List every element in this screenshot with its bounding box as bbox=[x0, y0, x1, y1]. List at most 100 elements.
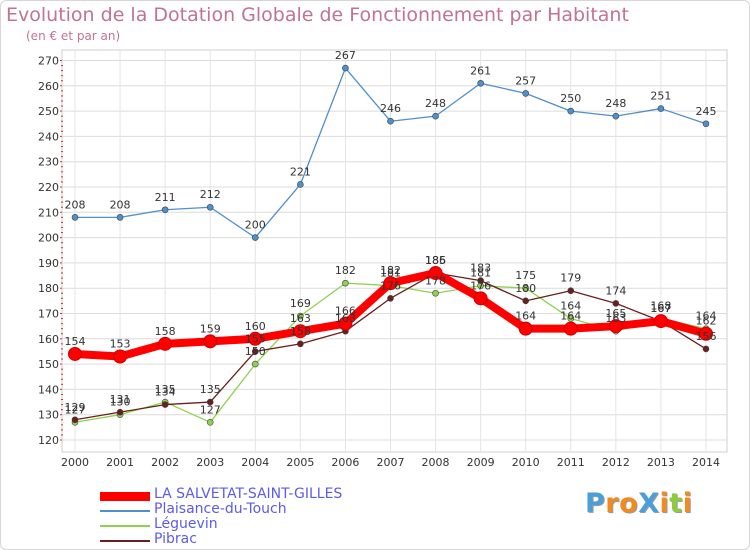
legend-swatch bbox=[100, 510, 150, 512]
legend-swatch bbox=[100, 525, 150, 527]
x-tick-label: 2013 bbox=[647, 456, 675, 469]
x-tick-label: 2000 bbox=[61, 456, 89, 469]
data-point bbox=[653, 314, 668, 329]
data-label: 261 bbox=[470, 64, 491, 77]
data-label: 127 bbox=[200, 403, 221, 416]
series-1 bbox=[71, 64, 710, 241]
data-label: 246 bbox=[380, 102, 401, 115]
data-point bbox=[473, 291, 488, 306]
data-point bbox=[116, 214, 124, 221]
data-label: 163 bbox=[605, 312, 626, 325]
data-point bbox=[206, 203, 214, 211]
data-label: 163 bbox=[335, 312, 356, 325]
chart-title: Evolution de la Dotation Globale de Fonc… bbox=[6, 4, 629, 26]
data-label: 130 bbox=[110, 396, 131, 409]
data-point bbox=[71, 416, 79, 424]
data-label: 245 bbox=[695, 105, 716, 118]
y-tick-label: 190 bbox=[38, 257, 59, 270]
data-point bbox=[522, 90, 530, 97]
x-tick-label: 2001 bbox=[106, 456, 134, 469]
data-point bbox=[567, 287, 575, 295]
legend-label: Plaisance-du-Touch bbox=[154, 501, 287, 517]
data-point bbox=[383, 276, 398, 291]
data-label: 153 bbox=[110, 338, 131, 351]
data-label: 168 bbox=[650, 300, 671, 313]
data-point bbox=[297, 312, 304, 320]
data-label: 169 bbox=[290, 297, 311, 310]
logo-letter: t bbox=[669, 488, 683, 519]
data-point bbox=[297, 340, 304, 348]
data-point bbox=[248, 331, 263, 346]
logo-letter: i bbox=[659, 488, 670, 519]
y-tick-label: 150 bbox=[38, 358, 59, 371]
x-tick-label: 2003 bbox=[196, 456, 224, 469]
data-label: 208 bbox=[110, 198, 131, 211]
data-label: 257 bbox=[515, 74, 536, 87]
data-point bbox=[251, 348, 259, 355]
data-point bbox=[477, 277, 484, 284]
data-point bbox=[702, 120, 710, 128]
data-point bbox=[251, 234, 259, 241]
data-label: 182 bbox=[380, 264, 401, 277]
legend-label: Léguevin bbox=[154, 516, 218, 532]
data-point bbox=[387, 295, 394, 302]
data-label: 131 bbox=[110, 393, 131, 406]
data-label: 248 bbox=[605, 97, 626, 110]
logo-letter: i bbox=[682, 488, 693, 519]
data-point bbox=[702, 345, 710, 353]
data-point bbox=[567, 315, 575, 322]
x-tick-label: 2006 bbox=[331, 456, 359, 469]
data-point bbox=[251, 360, 259, 368]
data-label: 158 bbox=[290, 325, 311, 338]
data-point bbox=[522, 284, 530, 292]
data-label: 166 bbox=[335, 305, 356, 318]
data-label: 127 bbox=[65, 403, 86, 416]
data-label: 165 bbox=[605, 307, 626, 320]
data-point bbox=[71, 214, 79, 221]
proxiti-logo: ProXiti bbox=[585, 488, 692, 519]
x-tick-label: 2005 bbox=[286, 456, 314, 469]
logo-letter: r bbox=[605, 488, 620, 519]
data-label: 156 bbox=[695, 330, 716, 343]
y-tick-label: 130 bbox=[38, 409, 59, 422]
legend-swatch bbox=[100, 540, 150, 542]
data-point bbox=[158, 336, 173, 351]
data-label: 162 bbox=[695, 315, 716, 328]
data-label: 181 bbox=[380, 267, 401, 280]
data-point bbox=[563, 321, 578, 336]
chart-subtitle: (en € et par an) bbox=[26, 29, 121, 43]
y-tick-label: 230 bbox=[38, 156, 59, 169]
data-label: 182 bbox=[335, 264, 356, 277]
logo-letter: X bbox=[638, 488, 660, 519]
data-label: 164 bbox=[560, 310, 581, 323]
data-label: 179 bbox=[560, 272, 581, 285]
data-point bbox=[567, 107, 575, 115]
data-label: 212 bbox=[200, 188, 221, 201]
data-point bbox=[428, 266, 443, 281]
data-label: 250 bbox=[560, 92, 581, 105]
data-label: 159 bbox=[200, 322, 221, 335]
x-tick-label: 2007 bbox=[376, 456, 404, 469]
x-tick-label: 2004 bbox=[241, 456, 269, 469]
data-label: 163 bbox=[290, 312, 311, 325]
data-point bbox=[612, 300, 620, 307]
data-point bbox=[293, 324, 308, 339]
data-point bbox=[338, 316, 353, 331]
data-label: 181 bbox=[470, 267, 491, 280]
data-point bbox=[206, 418, 214, 426]
y-tick-label: 260 bbox=[38, 80, 59, 93]
data-point bbox=[387, 117, 394, 125]
data-label: 174 bbox=[605, 284, 626, 297]
data-point bbox=[612, 112, 620, 120]
data-label: 158 bbox=[155, 325, 176, 338]
data-point bbox=[342, 64, 349, 72]
data-point bbox=[432, 112, 439, 120]
data-label: 164 bbox=[695, 310, 716, 323]
data-point bbox=[161, 206, 169, 214]
data-label: 160 bbox=[245, 320, 266, 333]
x-tick-label: 2008 bbox=[422, 456, 450, 469]
legend-label: Pibrac bbox=[154, 531, 197, 547]
data-label: 248 bbox=[425, 97, 446, 110]
x-tick-label: 2012 bbox=[602, 456, 630, 469]
